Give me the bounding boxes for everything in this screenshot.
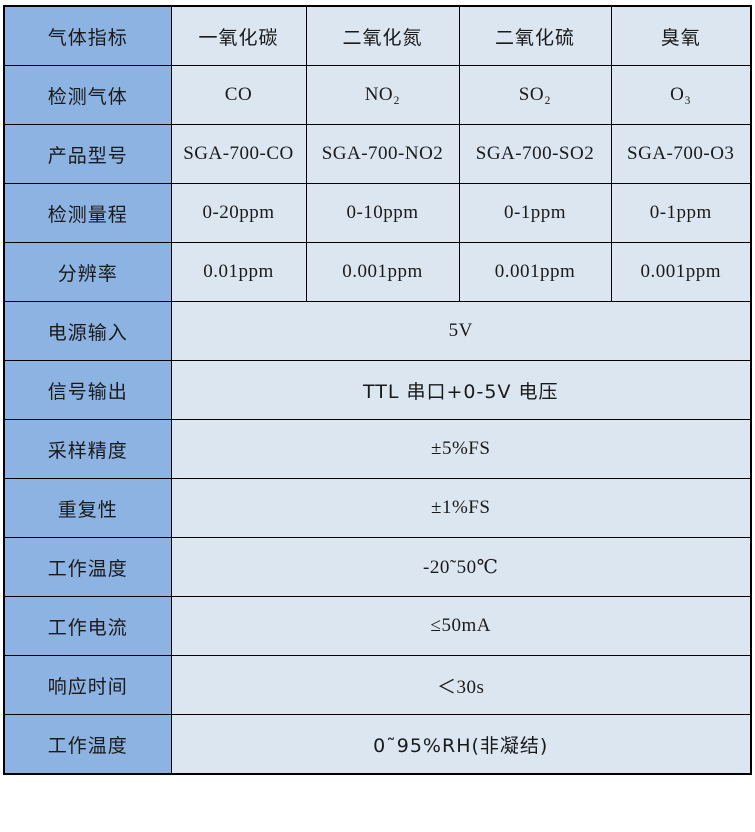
header-cell-co: 一氧化碳 <box>170 5 307 66</box>
cell-detect-gas-co: CO <box>170 65 307 125</box>
cell-repeatability-value: ±1%FS <box>170 478 752 538</box>
header-cell-no2: 二氧化氮 <box>305 5 460 66</box>
cell-range-so2: 0-1ppm <box>458 183 612 243</box>
row-label-response-time: 响应时间 <box>3 655 172 715</box>
header-label-cell: 气体指标 <box>3 5 172 66</box>
row-label-detect-gas: 检测气体 <box>3 65 172 125</box>
spec-table-container: 气体指标 一氧化碳 二氧化氮 二氧化硫 臭氧 检测气体 CO NO₂ SO₂ O… <box>3 5 752 775</box>
table-row-range: 检测量程 0-20ppm 0-10ppm 0-1ppm 0-1ppm <box>3 183 752 243</box>
cell-power-input-value: 5V <box>170 301 752 361</box>
header-cell-o3: 臭氧 <box>610 5 752 66</box>
table-row-product-model: 产品型号 SGA-700-CO SGA-700-NO2 SGA-700-SO2 … <box>3 124 752 184</box>
cell-range-no2: 0-10ppm <box>305 183 460 243</box>
table-header-row: 气体指标 一氧化碳 二氧化氮 二氧化硫 臭氧 <box>3 5 752 66</box>
cell-sampling-accuracy-value: ±5%FS <box>170 419 752 479</box>
cell-detect-gas-so2: SO₂ <box>458 65 612 125</box>
cell-model-so2: SGA-700-SO2 <box>458 124 612 184</box>
cell-range-o3: 0-1ppm <box>610 183 752 243</box>
cell-working-humidity-value: 0˜95%RH(非凝结) <box>170 714 752 775</box>
row-label-working-temperature: 工作温度 <box>3 537 172 597</box>
table-row-signal-output: 信号输出 TTL 串口+0-5V 电压 <box>3 360 752 420</box>
cell-resolution-so2: 0.001ppm <box>458 242 612 302</box>
cell-working-temperature-value: -20˜50℃ <box>170 537 752 597</box>
row-label-working-humidity: 工作温度 <box>3 714 172 775</box>
table-row-resolution: 分辨率 0.01ppm 0.001ppm 0.001ppm 0.001ppm <box>3 242 752 302</box>
cell-resolution-o3: 0.001ppm <box>610 242 752 302</box>
row-label-product-model: 产品型号 <box>3 124 172 184</box>
cell-model-o3: SGA-700-O3 <box>610 124 752 184</box>
table-row-power-input: 电源输入 5V <box>3 301 752 361</box>
cell-resolution-no2: 0.001ppm <box>305 242 460 302</box>
gas-sensor-spec-table: 气体指标 一氧化碳 二氧化氮 二氧化硫 臭氧 检测气体 CO NO₂ SO₂ O… <box>3 5 752 775</box>
table-body: 气体指标 一氧化碳 二氧化氮 二氧化硫 臭氧 检测气体 CO NO₂ SO₂ O… <box>3 5 752 775</box>
cell-response-time-value: ＜30s <box>170 655 752 715</box>
table-row-response-time: 响应时间 ＜30s <box>3 655 752 715</box>
table-row-working-temperature: 工作温度 -20˜50℃ <box>3 537 752 597</box>
row-label-resolution: 分辨率 <box>3 242 172 302</box>
table-row-sampling-accuracy: 采样精度 ±5%FS <box>3 419 752 479</box>
table-row-detect-gas: 检测气体 CO NO₂ SO₂ O₃ <box>3 65 752 125</box>
cell-resolution-co: 0.01ppm <box>170 242 307 302</box>
row-label-range: 检测量程 <box>3 183 172 243</box>
cell-detect-gas-no2: NO₂ <box>305 65 460 125</box>
table-row-working-humidity: 工作温度 0˜95%RH(非凝结) <box>3 714 752 775</box>
row-label-working-current: 工作电流 <box>3 596 172 656</box>
header-cell-so2: 二氧化硫 <box>458 5 612 66</box>
table-row-repeatability: 重复性 ±1%FS <box>3 478 752 538</box>
row-label-repeatability: 重复性 <box>3 478 172 538</box>
cell-model-co: SGA-700-CO <box>170 124 307 184</box>
cell-detect-gas-o3: O₃ <box>610 65 752 125</box>
cell-signal-output-value: TTL 串口+0-5V 电压 <box>170 360 752 420</box>
cell-model-no2: SGA-700-NO2 <box>305 124 460 184</box>
row-label-sampling-accuracy: 采样精度 <box>3 419 172 479</box>
cell-range-co: 0-20ppm <box>170 183 307 243</box>
table-row-working-current: 工作电流 ≤50mA <box>3 596 752 656</box>
cell-working-current-value: ≤50mA <box>170 596 752 656</box>
row-label-signal-output: 信号输出 <box>3 360 172 420</box>
row-label-power-input: 电源输入 <box>3 301 172 361</box>
